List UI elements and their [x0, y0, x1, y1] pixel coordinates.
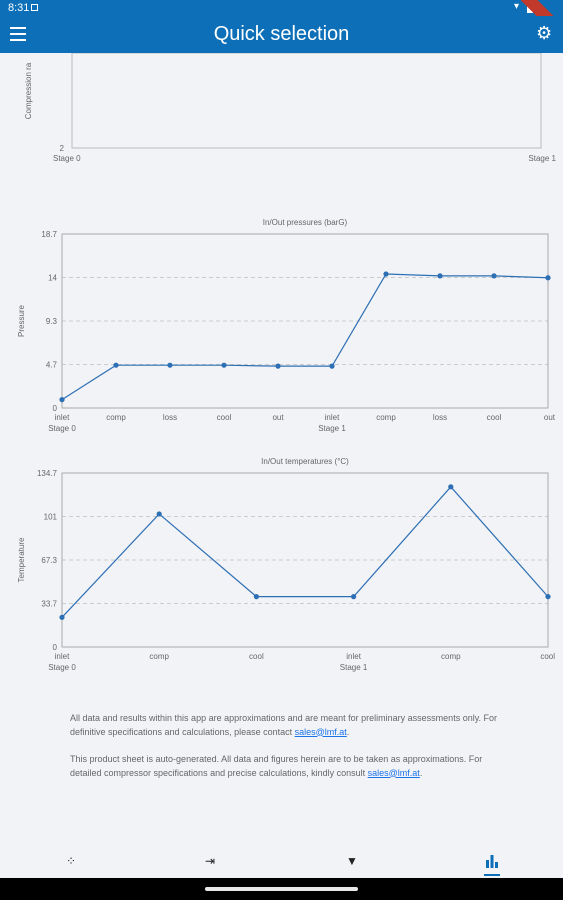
bar-chart-icon: [486, 855, 498, 868]
pressure-data-point: [167, 362, 173, 368]
temperature-data-point: [59, 614, 65, 620]
temperature-y-tick: 0: [53, 643, 58, 652]
temperature-y-tick: 67.3: [41, 556, 57, 565]
temperature-data-point: [351, 594, 357, 600]
wifi-icon: ▾: [514, 1, 520, 12]
nav-filter-icon[interactable]: ▼: [346, 854, 358, 868]
pressure-x-tick: comp: [106, 413, 126, 422]
pressure-x-tick: cool: [217, 413, 232, 422]
temperature-y-tick: 33.7: [41, 600, 57, 609]
temperature-x-tick: comp: [441, 652, 461, 661]
temperature-x-tick: comp: [149, 652, 169, 661]
temperature-data-point: [156, 511, 162, 517]
pressure-data-point: [275, 363, 281, 369]
pressure-data-point: [491, 273, 497, 279]
gear-icon[interactable]: ⚙: [536, 23, 553, 43]
pressure-y-tick: 0: [53, 404, 58, 413]
temperature-title: In/Out temperatures (°C): [261, 457, 349, 466]
pressure-y-axis-label: Pressure: [17, 304, 26, 337]
disclaimer-end-1: .: [346, 726, 350, 737]
temperature-y-tick: 134.7: [37, 469, 58, 478]
temperature-stage-label: Stage 1: [340, 663, 368, 672]
pressure-x-tick: comp: [376, 413, 396, 422]
compression-ratio-chart: Compression ra 2 Stage 0 Stage 1: [24, 53, 557, 163]
pressure-stage-label: Stage 1: [318, 424, 346, 433]
c1-y-axis-label: Compression ra: [24, 62, 33, 119]
pressure-data-point: [113, 362, 119, 368]
temperature-y-axis-label: Temperature: [17, 537, 26, 582]
disclaimer-paragraph-1: All data and results within this app are…: [70, 712, 500, 739]
pressure-title: In/Out pressures (barG): [263, 218, 348, 227]
status-bar: 8:31 ▾: [0, 0, 563, 16]
nav-grid-dots-icon[interactable]: ⁘: [65, 854, 77, 868]
status-time: 8:31: [8, 2, 30, 14]
pressure-y-tick: 4.7: [46, 361, 58, 370]
pressure-x-tick: loss: [163, 413, 177, 422]
disclaimer-text-2: This product sheet is auto-generated. Al…: [70, 754, 483, 778]
disclaimer-text-1: All data and results within this app are…: [70, 713, 498, 737]
page-title: Quick selection: [213, 23, 350, 45]
system-navigation-bar: [0, 878, 563, 900]
temperature-stage-label: Stage 0: [48, 663, 76, 672]
nav-input-icon[interactable]: ⇥: [204, 854, 216, 868]
pressure-x-tick: loss: [433, 413, 447, 422]
disclaimer: All data and results within this app are…: [70, 712, 500, 794]
temperature-x-tick: cool: [249, 652, 264, 661]
pressure-y-tick: 18.7: [41, 230, 57, 239]
temperature-data-point: [448, 484, 454, 490]
app-bar: Quick selection ⚙: [0, 16, 563, 53]
temperature-x-tick: inlet: [55, 652, 70, 661]
nav-active-indicator: [484, 874, 500, 876]
temperature-data-point: [545, 594, 551, 600]
temperature-y-tick: 101: [44, 513, 58, 522]
c1-x-start-label: Stage 0: [53, 154, 81, 163]
temperature-chart: In/Out temperatures (°C) Temperature 134.7…: [17, 457, 555, 672]
pressure-chart: In/Out pressures (barG) Pressure 18.7 14 9.3…: [17, 218, 556, 433]
pressure-y-tick: 14: [48, 274, 57, 283]
nav-bar-chart-icon[interactable]: [482, 854, 502, 872]
contact-email-link-1[interactable]: sales@lmf.at: [294, 726, 347, 737]
temperature-x-tick: cool: [540, 652, 555, 661]
temperature-x-tick: inlet: [346, 652, 361, 661]
disclaimer-paragraph-2: This product sheet is auto-generated. Al…: [70, 753, 500, 780]
pressure-stage-label: Stage 0: [48, 424, 76, 433]
pressure-x-tick: out: [544, 413, 556, 422]
pressure-data-point: [221, 362, 227, 368]
disclaimer-end-2: .: [419, 767, 423, 778]
pressure-x-tick: out: [272, 413, 284, 422]
contact-email-link-2[interactable]: sales@lmf.at: [367, 767, 420, 778]
temperature-data-point: [253, 594, 259, 600]
pressure-data-point: [437, 273, 443, 279]
pressure-x-tick: inlet: [325, 413, 340, 422]
bottom-navigation: ⁘ ⇥ ▼: [0, 846, 563, 876]
pressure-x-tick: cool: [487, 413, 502, 422]
pressure-data-point: [383, 271, 389, 277]
pressure-data-point: [59, 397, 65, 403]
home-handle[interactable]: [205, 887, 358, 891]
menu-icon[interactable]: [10, 27, 26, 41]
pressure-plot-frame: [61, 233, 549, 409]
c1-x-end-label: Stage 1: [528, 154, 556, 163]
temperature-plot-frame: [61, 472, 549, 648]
notification-icon: [31, 4, 38, 11]
pressure-y-tick: 9.3: [46, 317, 58, 326]
pressure-x-tick: inlet: [55, 413, 70, 422]
pressure-data-point: [329, 363, 335, 369]
c1-y-tick: 2: [60, 144, 65, 153]
pressure-data-point: [545, 275, 551, 281]
temperature-series-line: [61, 485, 549, 618]
pressure-series-line: [61, 273, 549, 401]
